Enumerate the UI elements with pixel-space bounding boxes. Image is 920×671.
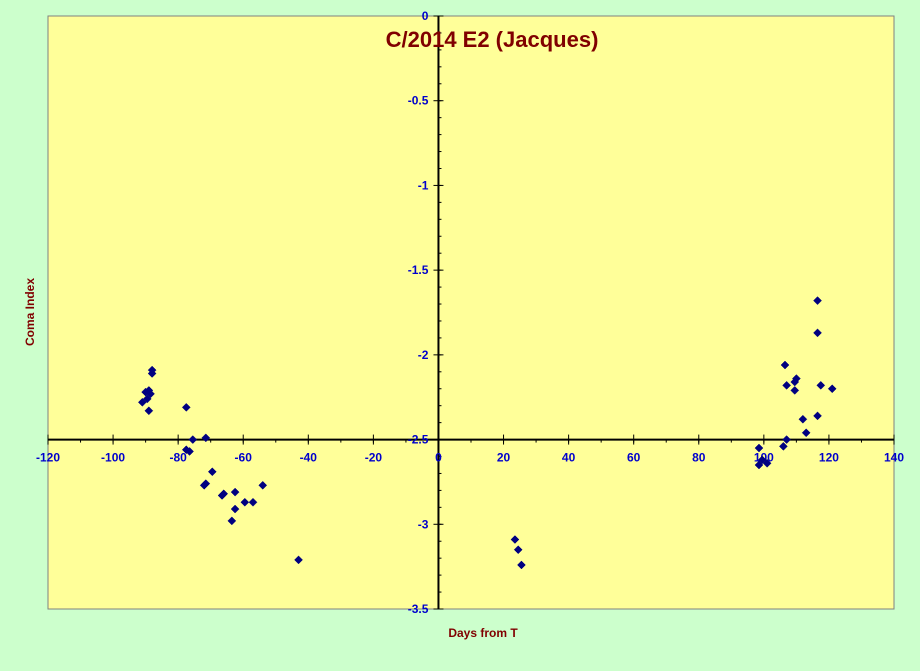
data-point [138,397,147,407]
x-tick-label: 60 [627,451,641,465]
y-tick-labels: 0 -0.5 -1 -1.5 -2 -2.5 -3 -3.5 [408,9,429,616]
data-point [199,480,209,490]
data-point [142,394,152,404]
data-point [294,555,303,565]
data-point [258,480,268,490]
data-point [181,403,191,412]
data-point [248,497,258,507]
data-point [517,560,526,570]
x-tick-label: -80 [169,451,187,465]
x-tick-label: 0 [435,451,442,465]
data-point [813,411,822,421]
data-point [780,360,790,370]
data-point [792,374,801,383]
tick-marks [47,15,895,610]
x-tick-labels: -120-100-80-60-40-20020406080100120140 [36,451,904,465]
data-point [813,328,822,338]
y-tick-label: -2.5 [408,433,429,447]
data-point [227,516,237,526]
data-point [188,435,198,444]
data-point [147,369,157,378]
data-point [141,387,150,397]
data-point [144,406,154,416]
y-tick-label: -1 [418,178,429,192]
data-point [813,296,822,305]
y-tick-label: -0.5 [408,94,429,108]
y-tick-label: -3.5 [408,602,429,616]
data-point [207,467,217,477]
data-point [230,504,240,514]
x-tick-label: 40 [562,451,576,465]
y-axis-label: Coma Index [23,278,37,346]
data-point [185,447,194,456]
data-point [827,384,837,394]
data-point [240,497,250,507]
data-point [816,381,826,390]
x-tick-label: 140 [884,451,904,465]
x-tick-label: -60 [235,451,253,465]
data-points [138,296,837,570]
data-point [513,545,523,555]
data-point [510,535,520,544]
data-point [798,414,808,424]
data-point [230,487,240,497]
data-point [790,386,800,395]
data-point [754,443,764,453]
x-tick-label: -120 [36,451,60,465]
y-tick-label: -3 [418,517,429,531]
x-tick-label: -40 [300,451,318,465]
data-point [782,381,791,390]
y-tick-label: -2 [418,348,429,362]
plot-area [47,15,895,610]
data-point [779,441,788,451]
y-tick-label: 0 [422,9,429,23]
data-point [217,491,227,500]
x-tick-label: 80 [692,451,706,465]
x-axis-label: Days from T [448,626,518,640]
data-point [201,433,211,443]
chart-title: C/2014 E2 (Jacques) [386,27,599,52]
x-tick-label: 120 [819,451,839,465]
x-tick-label: -100 [101,451,125,465]
data-point [762,458,772,468]
data-point [801,428,811,438]
y-tick-label: -1.5 [408,263,429,277]
x-tick-label: 20 [497,451,511,465]
data-point [782,435,791,444]
x-tick-label: -20 [365,451,383,465]
